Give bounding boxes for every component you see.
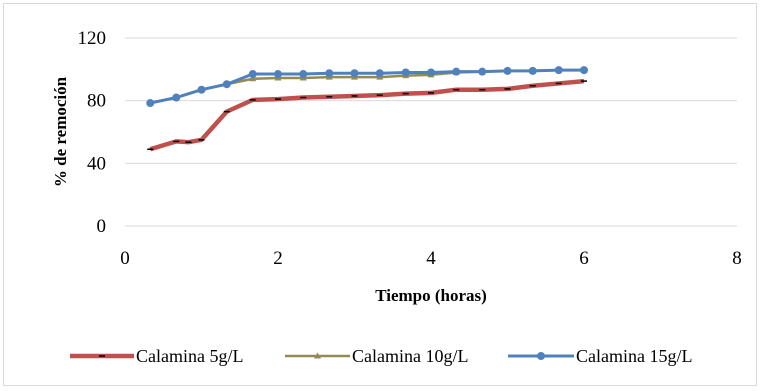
- legend-label: Calamina 5g/L: [136, 346, 243, 366]
- data-point: [172, 93, 181, 102]
- x-tick-label: 2: [273, 248, 283, 269]
- series-line: [149, 78, 585, 152]
- y-axis-ticks: 0 40 80 120: [78, 28, 107, 237]
- chart-frame: [3, 3, 757, 386]
- x-axis-ticks: 0 2 4 6 8: [120, 248, 742, 269]
- data-point: [314, 352, 321, 359]
- series-1: [147, 78, 587, 152]
- series-line: [149, 68, 584, 105]
- legend-label: Calamina 10g/L: [352, 346, 468, 366]
- data-point: [197, 85, 206, 94]
- data-point: [554, 66, 563, 75]
- data-point: [350, 69, 359, 78]
- y-tick-label: 120: [78, 28, 107, 49]
- legend: Calamina 5g/L Calamina 10g/L Calamina 15g/…: [70, 346, 692, 366]
- x-tick-label: 4: [426, 248, 436, 269]
- data-point: [248, 70, 257, 79]
- x-tick-label: 8: [732, 248, 742, 269]
- data-point: [401, 68, 410, 77]
- data-point: [580, 66, 588, 75]
- data-point: [503, 66, 512, 75]
- data-point: [299, 70, 308, 79]
- legend-item: Calamina 5g/L: [70, 346, 243, 366]
- data-point: [325, 69, 334, 78]
- y-tick-label: 0: [97, 216, 107, 237]
- x-tick-label: 0: [120, 248, 130, 269]
- data-point: [528, 66, 537, 75]
- data-point: [375, 69, 384, 78]
- data-point: [146, 99, 155, 108]
- x-axis-title: Tiempo (horas): [375, 286, 487, 305]
- legend-item: Calamina 15g/L: [508, 346, 692, 366]
- series-group: [146, 66, 588, 152]
- data-point: [478, 67, 487, 76]
- data-point: [249, 75, 257, 82]
- legend-label: Calamina 15g/L: [576, 346, 692, 366]
- data-point: [537, 352, 545, 360]
- x-tick-label: 6: [579, 248, 589, 269]
- y-axis-title: % de remoción: [51, 76, 70, 187]
- y-tick-label: 80: [87, 91, 106, 112]
- data-point: [222, 80, 231, 89]
- data-point: [274, 70, 282, 79]
- data-point: [452, 67, 461, 76]
- series-3: [146, 66, 588, 108]
- data-point: [427, 68, 435, 77]
- y-tick-label: 40: [87, 153, 106, 174]
- legend-item: Calamina 10g/L: [285, 346, 468, 366]
- gridlines: [125, 37, 737, 164]
